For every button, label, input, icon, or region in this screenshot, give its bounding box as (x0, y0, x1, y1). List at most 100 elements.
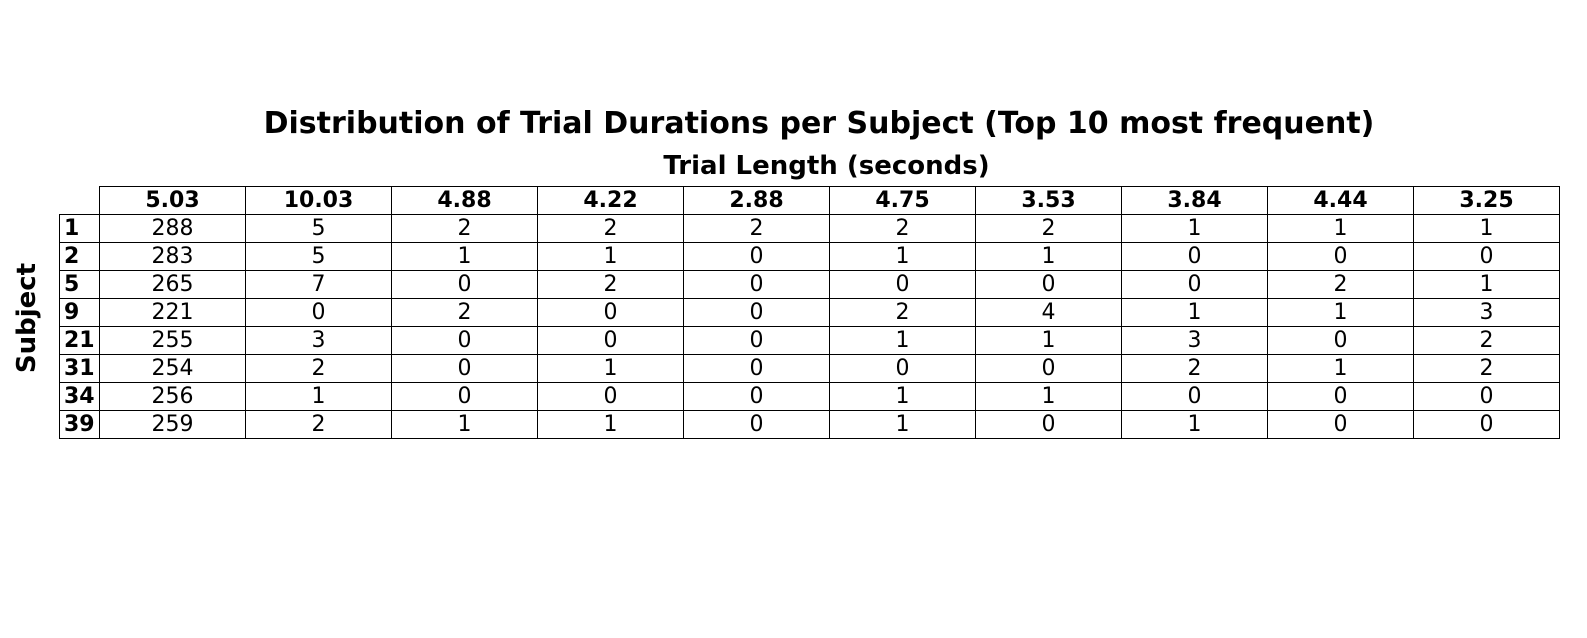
table-cell: 283 (99, 242, 246, 271)
table-cell: 0 (683, 270, 830, 299)
column-header: 5.03 (99, 186, 246, 215)
table-cell: 0 (1121, 382, 1268, 411)
table-cell: 0 (391, 354, 538, 383)
table-cell: 4 (975, 298, 1122, 327)
table-cell: 0 (975, 354, 1122, 383)
row-header: 5 (59, 270, 100, 299)
table-cell: 1 (829, 326, 976, 355)
table-cell: 1 (1267, 214, 1414, 243)
table-cell: 5 (245, 242, 392, 271)
table-cell: 1 (1121, 214, 1268, 243)
table-cell: 0 (1267, 410, 1414, 439)
table-cell: 0 (537, 382, 684, 411)
row-axis-label: Subject (12, 262, 42, 374)
column-header: 2.88 (683, 186, 830, 215)
table-cell: 0 (829, 270, 976, 299)
table-cell: 259 (99, 410, 246, 439)
table-cell: 0 (391, 382, 538, 411)
table-cell: 0 (1267, 382, 1414, 411)
table-cell: 0 (1413, 382, 1560, 411)
table-cell: 2 (829, 298, 976, 327)
table-cell: 0 (829, 354, 976, 383)
table-cell: 1 (975, 242, 1122, 271)
table-cell: 1 (829, 382, 976, 411)
table-cell: 2 (1267, 270, 1414, 299)
table-cell: 0 (245, 298, 392, 327)
table-corner (59, 186, 100, 215)
table-cell: 2 (975, 214, 1122, 243)
table-row: 2 283 5 1 1 0 1 1 0 0 0 (59, 242, 1560, 271)
table-cell: 0 (391, 326, 538, 355)
table-cell: 288 (99, 214, 246, 243)
table-cell: 0 (683, 410, 830, 439)
table-cell: 2 (683, 214, 830, 243)
table-cell: 2 (245, 410, 392, 439)
table-cell: 265 (99, 270, 246, 299)
table-cell: 1 (1121, 298, 1268, 327)
table-cell: 0 (683, 326, 830, 355)
table-cell: 1 (829, 242, 976, 271)
table-cell: 254 (99, 354, 246, 383)
table-cell: 255 (99, 326, 246, 355)
row-header: 9 (59, 298, 100, 327)
table-body: 1 288 5 2 2 2 2 2 1 1 1 2 283 5 1 1 0 1 1 0 0 0 5 265 7 0 2 0 0 0 0 2 1 9… (59, 214, 1560, 439)
table-cell: 2 (1413, 326, 1560, 355)
table-cell: 256 (99, 382, 246, 411)
row-header: 31 (59, 354, 100, 383)
table-row: 31 254 2 0 1 0 0 0 2 1 2 (59, 354, 1560, 383)
header-row: 5.03 10.03 4.88 4.22 2.88 4.75 3.53 3.84 4.44 3.2… (59, 186, 1560, 215)
column-header: 3.53 (975, 186, 1122, 215)
table-cell: 0 (683, 298, 830, 327)
table-cell: 1 (391, 242, 538, 271)
table-cell: 0 (537, 326, 684, 355)
table-cell: 1 (1267, 354, 1414, 383)
column-header: 10.03 (245, 186, 392, 215)
row-header: 34 (59, 382, 100, 411)
row-header: 39 (59, 410, 100, 439)
row-header: 1 (59, 214, 100, 243)
table-cell: 0 (1267, 326, 1414, 355)
table-cell: 221 (99, 298, 246, 327)
column-header: 4.44 (1267, 186, 1414, 215)
table-cell: 0 (1413, 242, 1560, 271)
table-cell: 0 (1413, 410, 1560, 439)
table-row: 5 265 7 0 2 0 0 0 0 2 1 (59, 270, 1560, 299)
table-cell: 0 (391, 270, 538, 299)
table-cell: 1 (975, 326, 1122, 355)
table-cell: 1 (245, 382, 392, 411)
table-cell: 1 (1413, 270, 1560, 299)
row-header: 21 (59, 326, 100, 355)
table-cell: 2 (391, 298, 538, 327)
table-cell: 0 (1121, 270, 1268, 299)
table-cell: 1 (975, 382, 1122, 411)
table-cell: 0 (1267, 242, 1414, 271)
table-cell: 0 (683, 354, 830, 383)
table-cell: 1 (1267, 298, 1414, 327)
table-cell: 2 (391, 214, 538, 243)
table-cell: 1 (1413, 214, 1560, 243)
table-cell: 2 (829, 214, 976, 243)
column-header: 3.84 (1121, 186, 1268, 215)
table-cell: 3 (245, 326, 392, 355)
table-cell: 5 (245, 214, 392, 243)
table-cell: 7 (245, 270, 392, 299)
table-cell: 1 (537, 410, 684, 439)
column-header: 4.22 (537, 186, 684, 215)
table-cell: 2 (1413, 354, 1560, 383)
table-cell: 1 (537, 354, 684, 383)
table-row: 39 259 2 1 1 0 1 0 1 0 0 (59, 410, 1560, 439)
table-row: 9 221 0 2 0 0 2 4 1 1 3 (59, 298, 1560, 327)
table-cell: 3 (1121, 326, 1268, 355)
table-cell: 1 (537, 242, 684, 271)
table-cell: 1 (1121, 410, 1268, 439)
data-table: 5.03 10.03 4.88 4.22 2.88 4.75 3.53 3.84 4.44 3.2… (59, 186, 1560, 439)
table-cell: 3 (1413, 298, 1560, 327)
table-cell: 0 (683, 242, 830, 271)
table-row: 1 288 5 2 2 2 2 2 1 1 1 (59, 214, 1560, 243)
table-cell: 1 (391, 410, 538, 439)
table-row: 34 256 1 0 0 0 1 1 0 0 0 (59, 382, 1560, 411)
table-cell: 2 (245, 354, 392, 383)
table-cell: 2 (537, 214, 684, 243)
column-header: 3.25 (1413, 186, 1560, 215)
table-cell: 2 (1121, 354, 1268, 383)
